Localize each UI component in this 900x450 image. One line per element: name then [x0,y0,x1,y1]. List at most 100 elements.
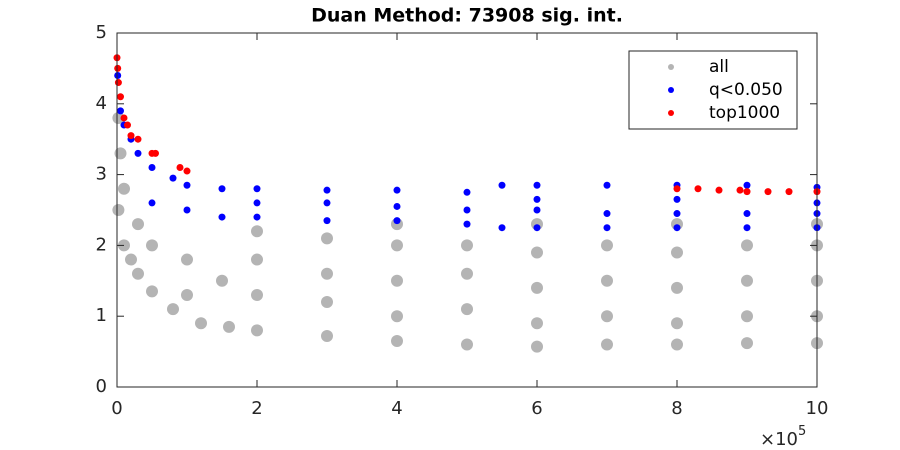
axes-box [116,32,818,388]
point [223,320,235,333]
point [323,199,331,207]
legend-box [628,50,798,130]
point [391,239,403,252]
point [671,281,683,294]
legend-label: q<0.050 [709,80,783,100]
point [741,310,753,323]
point [671,338,683,351]
point [323,186,331,194]
point [321,267,333,280]
x-tick-label: 10 [806,398,829,419]
y-tick-label: 4 [96,93,107,114]
y-tick-label: 1 [96,305,107,326]
point [216,274,228,287]
point [603,181,611,189]
x-tick-label: 6 [531,398,542,419]
point [743,181,751,189]
plot [112,54,823,353]
point [671,317,683,330]
point [152,149,159,157]
point [391,274,403,287]
point [391,310,403,323]
point [673,185,681,193]
point [461,267,473,280]
point [531,246,543,259]
x-multiplier: ×105 [760,424,806,450]
point [251,253,263,266]
point [741,274,753,287]
chart-title: Duan Method: 73908 sig. int. [311,5,623,27]
point [118,182,130,195]
x-tick-label: 8 [671,398,682,419]
point [167,303,179,316]
point [253,199,261,207]
point [321,330,333,343]
point [694,185,702,193]
point [112,111,125,124]
x-multiplier-base: ×10 [760,429,798,450]
point [253,213,261,221]
point [601,274,613,287]
point [736,186,744,194]
point [114,64,122,72]
point [251,225,263,238]
point [601,239,613,252]
y-tick-label: 2 [96,234,107,255]
x-tick-label: 2 [251,398,262,419]
point [117,93,124,101]
legend-marker [668,110,674,116]
point [764,188,772,196]
point [671,246,683,259]
point [218,185,226,193]
point [176,164,184,172]
y-tick-label: 0 [96,376,107,397]
point [321,232,333,245]
point [393,202,401,210]
legend-label: all [709,57,729,77]
point [169,174,177,182]
point [391,334,403,347]
point [146,239,158,252]
point [601,338,613,351]
point [461,239,473,252]
point [321,296,333,309]
y-tick-label: 5 [96,22,107,43]
point [673,195,681,203]
point [533,181,541,189]
point [251,324,263,337]
point [673,210,681,218]
point [603,210,611,218]
point [125,253,137,266]
point [498,181,506,189]
point [251,288,263,301]
point [253,185,261,193]
point [461,303,473,316]
point [117,107,124,115]
point [463,188,471,196]
point [132,267,144,280]
point [785,188,793,196]
point [463,220,471,228]
point [741,239,753,252]
point [114,71,122,79]
point [531,281,543,294]
point [603,224,611,232]
point [148,164,156,172]
point [148,199,156,207]
point [601,310,613,323]
legend: all q<0.050 top1000 [628,50,798,130]
point [743,210,751,218]
point [183,181,191,189]
point [183,206,191,214]
point [183,167,191,175]
point [533,224,541,232]
point [461,338,473,351]
point [181,288,193,301]
x-multiplier-exponent: 5 [798,424,806,439]
point [393,217,401,225]
legend-marker [668,64,674,70]
point [533,195,541,203]
point [393,186,401,194]
